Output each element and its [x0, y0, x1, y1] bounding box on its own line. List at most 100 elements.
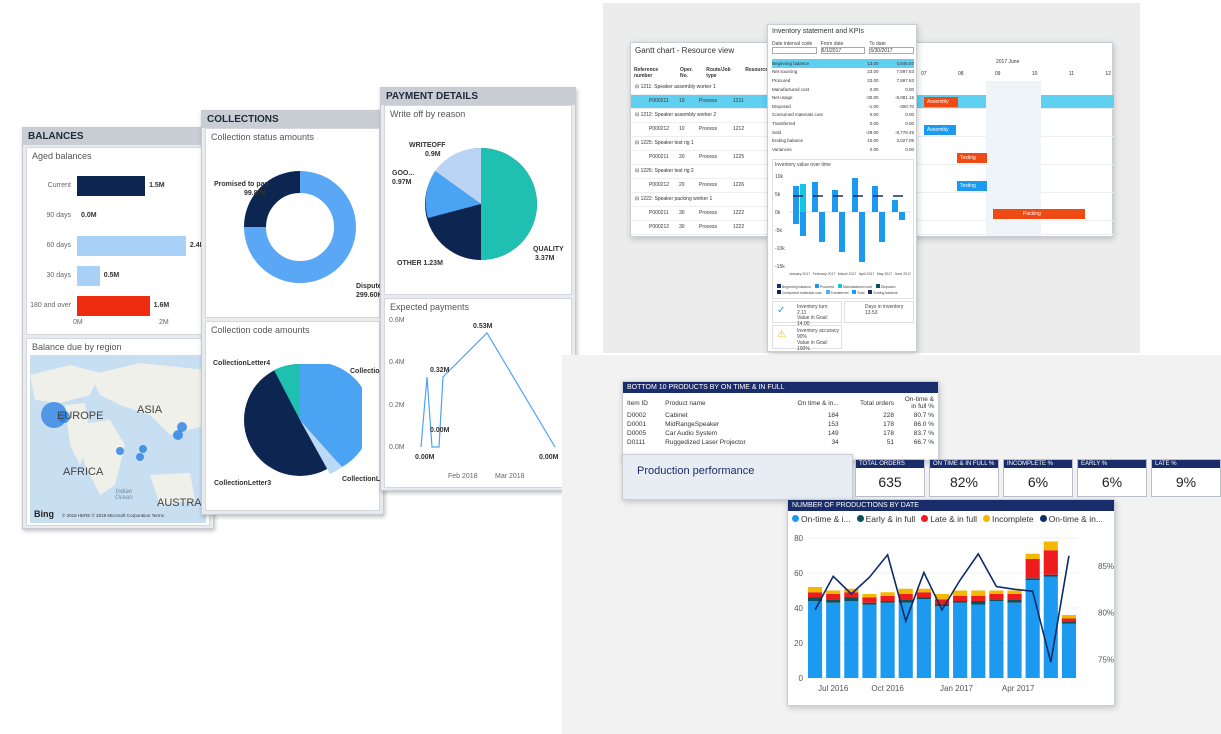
- writeoff-pie[interactable]: [425, 148, 537, 260]
- stacked-bar-segment[interactable]: [1043, 576, 1058, 679]
- kpi-inventory-turn[interactable]: ✓ Inventory turn 2.11 Value in Goal: 14.…: [772, 301, 842, 327]
- stacked-bar-segment[interactable]: [953, 602, 968, 678]
- pie-slice-writeoff[interactable]: [435, 148, 481, 204]
- stacked-bar-segment[interactable]: [826, 590, 841, 595]
- pie-slice-quality[interactable]: [481, 148, 537, 260]
- inventory-row[interactable]: Procured 23.00 7,597.63: [772, 76, 914, 85]
- kpi-days-in-inventory[interactable]: Days in inventory 13.53: [844, 301, 914, 323]
- aged-balances-panel[interactable]: Aged balances Current 1.5M 90 days 0.0M 60 d…: [26, 147, 210, 335]
- stacked-bar-segment[interactable]: [826, 602, 841, 678]
- stacked-bar-segment[interactable]: [880, 602, 895, 678]
- stacked-bar-segment[interactable]: [916, 592, 931, 598]
- stacked-bar-segment[interactable]: [862, 602, 877, 605]
- stacked-bar-segment[interactable]: [880, 592, 895, 596]
- table-row[interactable]: D0001 MidRangeSpeaker 153 178 86.0 %: [623, 420, 938, 429]
- stacked-bar-segment[interactable]: [953, 601, 968, 603]
- inventory-row[interactable]: Net sourcing 23.00 7,597.63: [772, 68, 914, 77]
- table-row[interactable]: D0002 Cabinet 184 228 80.7 %: [623, 411, 938, 420]
- gantt-bar[interactable]: Assembly: [924, 125, 956, 135]
- kpi-inventory-accuracy[interactable]: ⚠ Inventory accuracy 90% Value in Goal: …: [772, 325, 842, 352]
- stacked-bar-segment[interactable]: [1025, 580, 1040, 678]
- expected-payments-line[interactable]: [413, 319, 563, 454]
- stacked-bar-segment[interactable]: [1007, 602, 1022, 678]
- stacked-bar-segment[interactable]: [953, 595, 968, 601]
- stacked-bar-segment[interactable]: [953, 590, 968, 596]
- stacked-bar-segment[interactable]: [1025, 553, 1040, 559]
- world-map[interactable]: EUROPE ASIA AFRICA AUSTRA Indian Ocean B…: [30, 355, 206, 523]
- stacked-bar-segment[interactable]: [807, 592, 823, 598]
- productions-chart-panel[interactable]: NUMBER OF PRODUCTIONS BY DATE On-time & …: [787, 499, 1115, 706]
- legend-item[interactable]: Incomplete: [982, 514, 1034, 524]
- gantt-bar[interactable]: Assembly: [924, 97, 958, 107]
- kpi-card[interactable]: TOTAL ORDERS 635: [855, 459, 925, 497]
- stacked-bar-segment[interactable]: [989, 599, 1004, 601]
- col-type[interactable]: Route/Job type: [706, 67, 731, 79]
- gantt-group-row[interactable]: ⊟ 1226: Speaker test rig 2: [631, 165, 771, 179]
- aged-balance-bar[interactable]: [77, 236, 186, 256]
- donut-slice-promised[interactable]: [244, 171, 301, 228]
- table-row[interactable]: D0005 Car Audio System 149 178 83.7 %: [623, 429, 938, 438]
- gantt-group-row[interactable]: ⊟ 1211: Speaker assembly worker 1: [631, 81, 771, 95]
- inventory-row[interactable]: Variances 0.00 0.00: [772, 145, 914, 154]
- aged-balance-bar[interactable]: [77, 296, 150, 316]
- pie-slice-collection[interactable]: [300, 364, 362, 467]
- inventory-row[interactable]: Beginning balance 13.00 4,546.57: [772, 59, 914, 68]
- stacked-bar-segment[interactable]: [898, 602, 913, 678]
- stacked-bar-segment[interactable]: [880, 601, 895, 603]
- inventory-row[interactable]: Net usage -30.00 -8,081.15: [772, 93, 914, 102]
- col-ref[interactable]: Reference number: [634, 67, 659, 79]
- inventory-row[interactable]: Consumed materials cost 0.00 0.00: [772, 111, 914, 120]
- stacked-bar-segment[interactable]: [971, 590, 986, 596]
- inventory-row[interactable]: Disposed -1.00 -300.70: [772, 102, 914, 111]
- stacked-bar-segment[interactable]: [1061, 615, 1077, 619]
- filter-input[interactable]: [772, 47, 817, 54]
- stacked-bar-segment[interactable]: [916, 588, 931, 593]
- col-res[interactable]: Resource: [745, 67, 768, 73]
- stacked-bar-segment[interactable]: [916, 599, 931, 678]
- stacked-bar-segment[interactable]: [989, 594, 1004, 600]
- col-item-id[interactable]: Item ID: [627, 399, 648, 407]
- gantt-bar[interactable]: Packing: [993, 209, 1085, 219]
- stacked-bar-segment[interactable]: [1007, 590, 1022, 595]
- bottom10-panel[interactable]: BOTTOM 10 PRODUCTS BY ON TIME & IN FULL …: [622, 381, 939, 461]
- col-total-orders[interactable]: Total orders: [860, 399, 894, 407]
- pie-slice-letter4[interactable]: [274, 364, 300, 420]
- inventory-bars[interactable]: [789, 174, 911, 270]
- stacked-bar-segment[interactable]: [807, 597, 823, 602]
- stacked-bar-segment[interactable]: [844, 597, 859, 602]
- gantt-bar[interactable]: Testing: [957, 153, 987, 163]
- stacked-bar-segment[interactable]: [989, 590, 1004, 595]
- filter-input[interactable]: 6/30/2017: [869, 47, 915, 54]
- stacked-bar-segment[interactable]: [807, 601, 823, 678]
- stacked-bar-segment[interactable]: [880, 595, 895, 601]
- filter-input[interactable]: 6/1/2017: [820, 47, 866, 54]
- inventory-window[interactable]: Inventory statement and KPIs Date interv…: [767, 24, 917, 352]
- stacked-bar-segment[interactable]: [971, 601, 986, 605]
- stacked-bar-segment[interactable]: [862, 594, 877, 598]
- stacked-bar-segment[interactable]: [934, 599, 950, 605]
- kpi-card[interactable]: LATE % 9%: [1151, 459, 1221, 497]
- gantt-group-row[interactable]: ⊟ 1225: Speaker test rig 1: [631, 137, 771, 151]
- stacked-bar-segment[interactable]: [1025, 578, 1040, 580]
- writeoff-panel[interactable]: Write off by reason WRITEOFF 0.9M GOO...…: [384, 105, 572, 295]
- stacked-bar-segment[interactable]: [1061, 623, 1077, 678]
- kpi-card[interactable]: INCOMPLETE % 6%: [1003, 459, 1073, 497]
- kpi-card[interactable]: ON TIME & IN FULL % 82%: [929, 459, 999, 497]
- stacked-bar-segment[interactable]: [1043, 574, 1058, 577]
- aged-balance-bar[interactable]: [77, 176, 146, 196]
- stacked-bar-segment[interactable]: [1007, 594, 1022, 600]
- stacked-bar-segment[interactable]: [862, 597, 877, 603]
- stacked-bar-segment[interactable]: [807, 587, 823, 593]
- aged-balance-bar[interactable]: [77, 266, 100, 286]
- stacked-bar-segment[interactable]: [989, 601, 1004, 678]
- stacked-bar-segment[interactable]: [934, 604, 950, 607]
- stacked-bar-segment[interactable]: [934, 594, 950, 600]
- region-map-panel[interactable]: Balance due by region EUROPE ASIA AFRICA…: [26, 338, 210, 526]
- stacked-bar-segment[interactable]: [971, 604, 986, 679]
- stacked-bar-segment[interactable]: [898, 588, 913, 594]
- pie-slice-other[interactable]: [434, 204, 481, 260]
- inventory-row[interactable]: Ending balance 10.00 3,027.05: [772, 136, 914, 145]
- table-row[interactable]: D0111 Ruggedized Laser Projector 34 51 66.7 …: [623, 438, 938, 447]
- expected-payments-panel[interactable]: Expected payments 0.6M 0.4M 0.2M 0.0M 0.…: [384, 298, 572, 488]
- on-time-line[interactable]: [814, 552, 1070, 663]
